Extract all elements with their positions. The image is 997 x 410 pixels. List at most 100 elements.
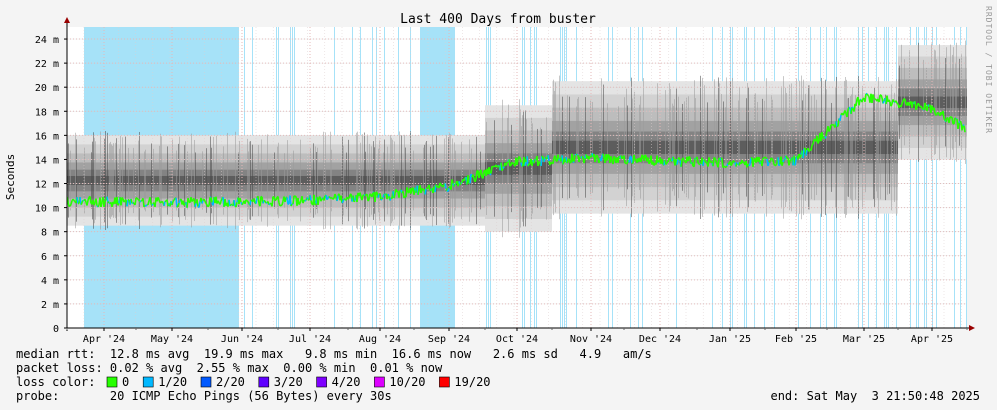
smoke-spike xyxy=(432,134,433,227)
median-segment xyxy=(761,157,764,167)
smoke-spike xyxy=(151,143,152,218)
smoke-spike xyxy=(577,98,578,196)
median-segment xyxy=(943,118,946,121)
median-segment xyxy=(858,99,861,106)
median-segment xyxy=(768,160,771,163)
smoke-spike xyxy=(952,54,953,150)
median-segment xyxy=(444,183,447,189)
smoke-spike xyxy=(816,99,817,196)
smoke-spike xyxy=(873,95,874,199)
smoke-spike xyxy=(367,134,368,227)
median-segment xyxy=(86,200,89,206)
smoke-spike xyxy=(399,131,400,230)
median-segment xyxy=(705,161,708,164)
median-segment xyxy=(777,157,780,166)
smoke-spike xyxy=(426,140,427,221)
median-segment xyxy=(682,157,685,161)
median-segment xyxy=(544,156,547,160)
median-segment xyxy=(379,193,382,201)
y-tick-label: 8 m xyxy=(41,228,59,239)
loss-stripe xyxy=(910,27,911,328)
smoke-spike xyxy=(423,147,424,214)
smoke-spike xyxy=(179,136,180,225)
median-segment xyxy=(772,160,775,165)
median-segment xyxy=(765,157,768,160)
median-segment xyxy=(149,197,152,204)
median-segment xyxy=(106,196,109,202)
smoke-spike xyxy=(686,97,687,198)
smoke-spike xyxy=(507,117,508,220)
median-segment xyxy=(286,197,289,205)
smoke-spike xyxy=(771,95,772,200)
smoke-spike xyxy=(555,82,556,213)
x-axis-arrow xyxy=(969,325,975,331)
smoke-spike xyxy=(471,148,472,213)
median-segment xyxy=(121,197,124,200)
smoke-spike xyxy=(803,79,804,216)
smoke-spike xyxy=(874,87,875,207)
x-tick-label: Sep '24 xyxy=(428,334,470,345)
smoke-spike xyxy=(531,117,532,220)
smoke-spike xyxy=(76,139,77,222)
smoke-spike xyxy=(387,146,388,215)
smoke-spike xyxy=(939,44,940,161)
smoke-spike xyxy=(923,59,924,145)
smoke-spike xyxy=(678,96,679,199)
smoke-spike xyxy=(261,139,262,222)
smoke-spike xyxy=(781,86,782,209)
median-segment xyxy=(540,155,543,166)
smoke-spike xyxy=(631,77,632,218)
median-segment xyxy=(229,203,232,207)
median-segment xyxy=(219,200,222,205)
smoke-spike xyxy=(688,96,689,199)
smoke-spike xyxy=(945,58,946,147)
smoke-spike xyxy=(120,135,121,226)
median-segment xyxy=(851,106,854,109)
median-segment xyxy=(289,195,292,207)
loss-color-label: 4/20 xyxy=(332,375,361,389)
smoke-spike xyxy=(825,79,826,216)
median-segment xyxy=(328,195,331,199)
median-segment xyxy=(70,200,73,205)
median-segment xyxy=(749,157,752,165)
y-tick-label: 12 m xyxy=(35,180,59,191)
smoke-spike xyxy=(836,76,837,218)
median-segment xyxy=(447,188,450,192)
median-segment xyxy=(502,166,505,169)
smoke-spike xyxy=(826,89,827,206)
smoke-spike xyxy=(665,90,666,205)
median-segment xyxy=(241,202,244,206)
smoke-spike xyxy=(791,83,792,212)
loss-color-swatch xyxy=(258,376,270,388)
median-segment xyxy=(290,203,293,207)
x-tick-label: Oct '24 xyxy=(496,334,538,345)
smoke-spike xyxy=(876,103,877,192)
smoke-spike xyxy=(640,96,641,199)
median-segment xyxy=(204,200,207,204)
smoke-spike xyxy=(936,59,937,146)
smoke-spike xyxy=(115,142,116,219)
smoke-spike xyxy=(626,88,627,207)
median-segment xyxy=(217,200,220,204)
median-segment xyxy=(691,161,694,167)
smoke-spike xyxy=(144,151,145,210)
smoke-spike xyxy=(848,97,849,197)
median-segment xyxy=(703,159,706,162)
y-tick-label: 22 m xyxy=(35,59,59,70)
smoke-spike xyxy=(748,87,749,208)
median-segment xyxy=(247,201,250,204)
median-segment xyxy=(773,163,776,167)
smoke-spike xyxy=(676,88,677,207)
smoke-spike xyxy=(719,83,720,212)
loss-stripe xyxy=(960,27,961,328)
smoke-spike xyxy=(955,62,956,142)
smoke-spike xyxy=(239,140,240,221)
median-segment xyxy=(87,197,90,201)
smoke-spike xyxy=(559,75,560,220)
median-segment xyxy=(915,106,918,111)
median-segment xyxy=(176,205,179,208)
smoke-spike xyxy=(785,87,786,207)
smoke-spike xyxy=(213,136,214,225)
smoke-spike xyxy=(672,103,673,192)
median-segment xyxy=(648,161,651,165)
